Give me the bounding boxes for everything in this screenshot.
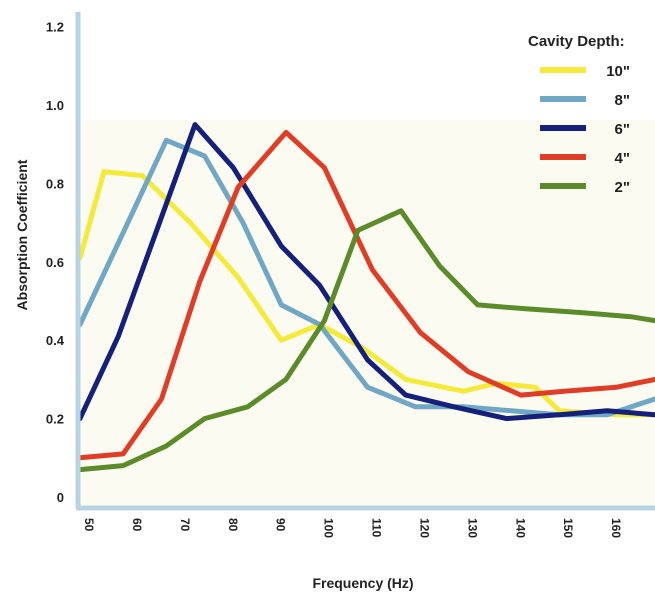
legend-label-3: 4" (615, 150, 630, 167)
x-tick-label: 160 (609, 518, 623, 538)
x-tick-label: 120 (417, 518, 431, 538)
legend-label-0: 10" (606, 63, 630, 80)
y-tick-label: 1.0 (46, 98, 64, 113)
x-tick-label: 100 (322, 518, 336, 538)
series-line-2 (77, 122, 655, 422)
x-tick-label: 60 (130, 518, 144, 532)
x-tick-label: 50 (82, 518, 96, 532)
plot-background (80, 120, 655, 510)
y-tick-label: 0 (57, 490, 64, 505)
x-tick-labels: 5060708090100110120130140150160170 (82, 518, 623, 538)
y-tick-label: 1.2 (46, 20, 64, 35)
series-layer (77, 122, 655, 473)
y-tick-label: 0.4 (46, 333, 65, 348)
x-tick-label: 140 (513, 518, 527, 538)
legend-title: Cavity Depth: (528, 33, 625, 50)
x-tick-label: 70 (178, 518, 192, 532)
series-line-4 (77, 208, 655, 473)
x-axis-title: Frequency (Hz) (312, 575, 413, 591)
x-tick-label: 150 (561, 518, 575, 538)
x-tick-label: 80 (226, 518, 240, 532)
legend-label-4: 2" (615, 179, 630, 196)
x-tick-label: 130 (465, 518, 479, 538)
x-tick-label: 110 (370, 518, 384, 538)
y-tick-label: 0.6 (46, 255, 64, 270)
y-tick-labels: 0 0.2 0.4 0.6 0.8 1.0 1.2 (46, 20, 65, 505)
x-tick-label: 90 (274, 518, 288, 532)
y-tick-label: 0.2 (46, 412, 64, 427)
y-axis-title: Absorption Coefficient (14, 159, 30, 310)
legend-label-2: 6" (615, 121, 630, 138)
series-line-3 (77, 129, 655, 461)
y-tick-label: 0.8 (46, 176, 64, 191)
legend: Cavity Depth: 10" 8" 6" 4" 2" (528, 33, 630, 196)
legend-label-1: 8" (615, 92, 630, 109)
